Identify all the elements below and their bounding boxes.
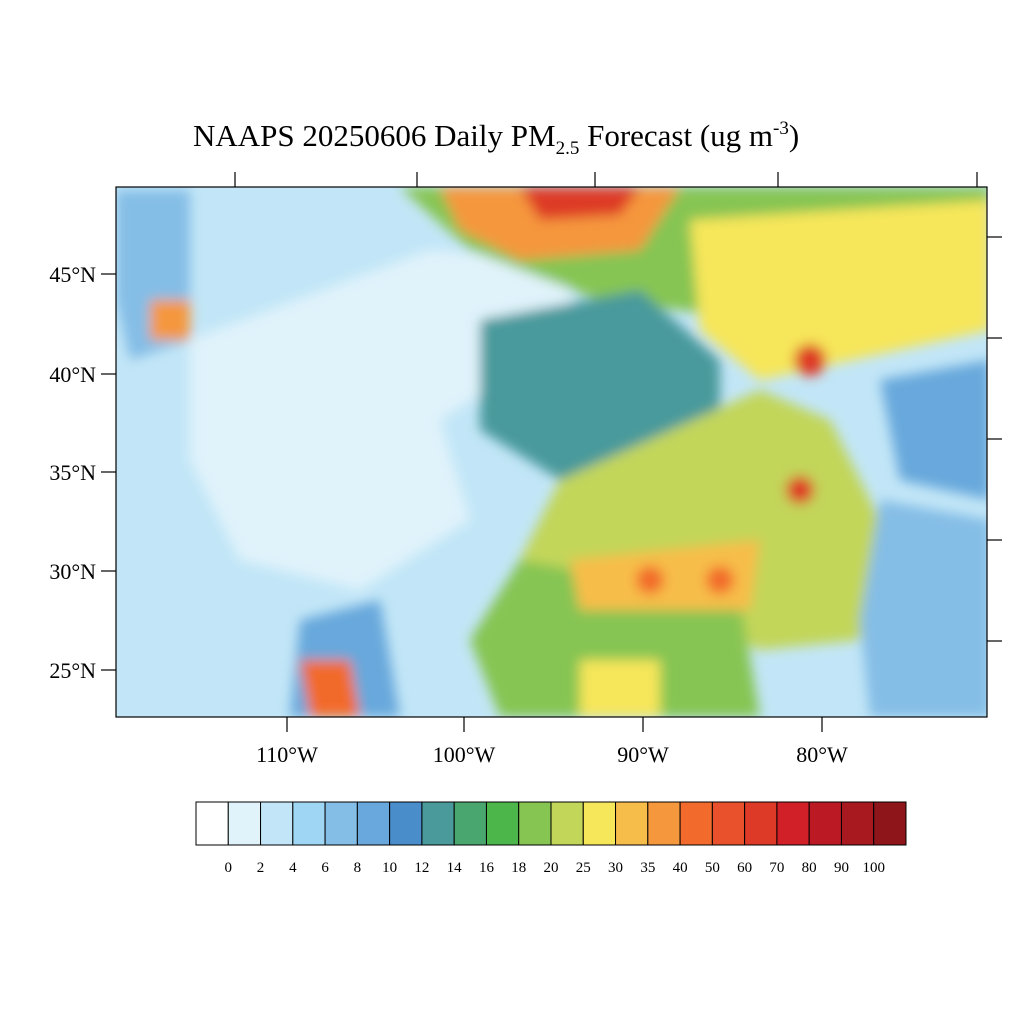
colorbar-box [227,801,262,846]
colorbar-label: 14 [447,860,463,876]
colorbar-box [195,801,229,846]
colorbar-box [324,801,358,846]
colorbar-box [582,801,617,846]
lat-label: 30°N [49,559,96,584]
colorbar-box [647,801,681,846]
colorbar-label: 30 [608,860,623,876]
colorbar-label: 0 [225,860,233,876]
title: NAAPS 20250606 Daily PM2.5 Forecast (ug … [193,118,799,159]
lat-label: 40°N [49,362,96,387]
colorbar-label: 40 [673,860,688,876]
title-main: NAAPS 20250606 Daily PM [193,118,556,153]
colorbar-box [808,801,842,846]
colorbar-label: 4 [289,860,297,876]
lat-label: 35°N [49,460,96,485]
colorbar-box [776,801,810,846]
colorbar-box [744,801,778,846]
colorbar: 0 2 4 6 8 10 12 14 16 18 20 25 30 35 40 50 60 70 80 90 100 [195,801,907,876]
lon-label: 90°W [617,742,669,767]
colorbar-box [421,801,455,846]
colorbar-box [356,801,391,846]
frame-ticks [101,172,1002,732]
colorbar-label: 50 [705,860,720,876]
colorbar-label: 60 [737,860,752,876]
colorbar-box [292,801,326,846]
map-frame [115,186,988,718]
colorbar-label: 100 [862,860,885,876]
colorbar-label: 16 [479,860,495,876]
concentration-blobs [116,187,987,717]
title-end: ) [789,118,799,153]
colorbar-box [840,801,875,846]
colorbar-label: 6 [321,860,329,876]
lat-label: 25°N [49,658,96,683]
colorbar-label: 80 [802,860,817,876]
colorbar-label: 10 [382,860,397,876]
colorbar-label: 8 [354,860,362,876]
colorbar-label: 35 [640,860,655,876]
lon-label: 110°W [256,742,318,767]
colorbar-label: 70 [769,860,784,876]
colorbar-box [453,801,487,846]
colorbar-box [873,801,907,846]
colorbar-box [615,801,649,846]
lat-label: 45°N [49,262,96,287]
colorbar-box [485,801,520,846]
colorbar-label: 18 [511,860,526,876]
colorbar-box [711,801,746,846]
title-rest: Forecast (ug m [579,118,773,153]
title-sub: 2.5 [556,138,580,159]
colorbar-label: 90 [834,860,849,876]
lon-label: 100°W [433,742,496,767]
colorbar-box [389,801,423,846]
colorbar-label: 25 [576,860,591,876]
colorbar-label: 2 [257,860,265,876]
colorbar-box [679,801,713,846]
title-sup: -3 [773,118,789,139]
colorbar-box [550,801,584,846]
colorbar-label: 20 [544,860,559,876]
colorbar-box [518,801,552,846]
colorbar-label: 12 [414,860,429,876]
lon-label: 80°W [796,742,848,767]
colorbar-box [260,801,294,846]
map-field [116,187,987,717]
